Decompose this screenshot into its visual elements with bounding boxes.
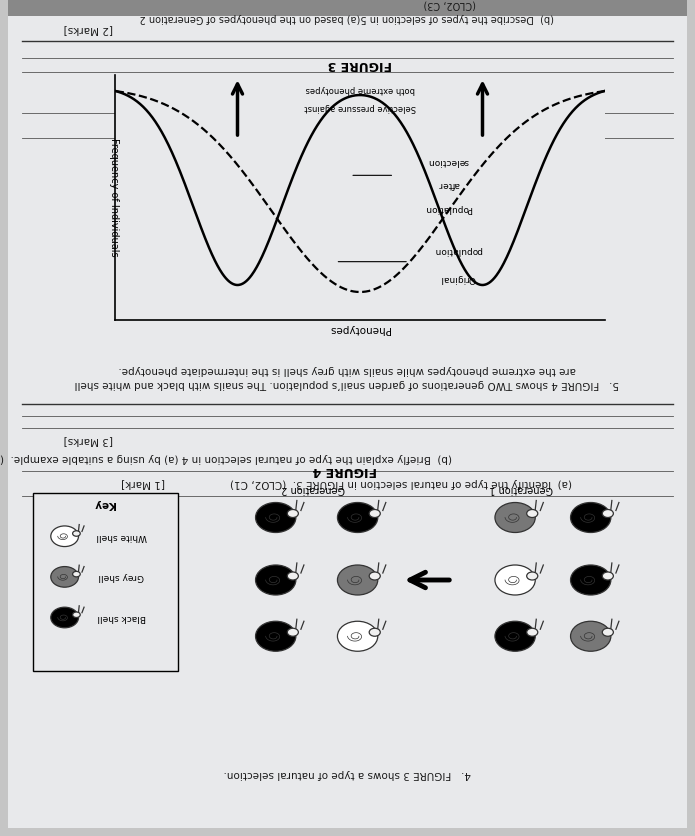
Ellipse shape [369, 628, 380, 636]
Ellipse shape [287, 509, 298, 517]
Text: (b)  Briefly explain the type of natural selection in 4 (a) by using a suitable : (b) Briefly explain the type of natural … [0, 453, 452, 463]
Ellipse shape [256, 565, 296, 595]
Ellipse shape [287, 628, 298, 636]
X-axis label: Phenotypes: Phenotypes [329, 324, 391, 334]
Title: FIGURE 4: FIGURE 4 [313, 465, 377, 477]
Text: Selective pressure against: Selective pressure against [304, 103, 416, 112]
Ellipse shape [256, 502, 296, 533]
Ellipse shape [603, 509, 614, 517]
Text: population: population [434, 246, 482, 254]
Text: Population: Population [425, 203, 472, 212]
Ellipse shape [571, 565, 611, 595]
Text: (b)  Describe the types of selection in 5(a) based on the phenotypes of Generati: (b) Describe the types of selection in 5… [126, 95, 568, 105]
Text: 5.   FIGURE 4 shows TWO generations of garden snail’s population. The snails wit: 5. FIGURE 4 shows TWO generations of gar… [75, 379, 619, 389]
Text: Key: Key [93, 499, 115, 509]
Ellipse shape [571, 621, 611, 651]
Bar [8, 0, 687, 16]
Text: (b)  Describe the types of selection in 5(a) based on the phenotypes of Generati: (b) Describe the types of selection in 5… [140, 13, 554, 23]
Ellipse shape [338, 621, 378, 651]
Ellipse shape [527, 628, 538, 636]
Ellipse shape [338, 502, 378, 533]
Ellipse shape [287, 572, 298, 580]
Ellipse shape [527, 572, 538, 580]
Ellipse shape [495, 502, 535, 533]
Ellipse shape [51, 567, 79, 587]
Ellipse shape [495, 565, 535, 595]
Ellipse shape [369, 509, 380, 517]
Ellipse shape [256, 621, 296, 651]
Text: Grey shell: Grey shell [99, 573, 144, 581]
Ellipse shape [51, 526, 79, 547]
Text: Original: Original [440, 273, 476, 283]
Ellipse shape [603, 628, 614, 636]
Text: selection: selection [427, 157, 468, 166]
Text: both extreme phenotypes: both extreme phenotypes [305, 84, 415, 94]
Text: (CLO2, C3)                                                                      : (CLO2, C3) [167, 80, 527, 90]
Bar [33, 492, 178, 670]
Text: Generation 1: Generation 1 [489, 484, 553, 494]
Text: after: after [437, 181, 459, 189]
Text: (a)  State the type of natural selection shown in FIGURE 4.  (CLO2, C2)         : (a) State the type of natural selection … [117, 121, 577, 131]
Ellipse shape [369, 572, 380, 580]
Text: Generation 2: Generation 2 [281, 484, 345, 494]
Y-axis label: Frequency of Individuals: Frequency of Individuals [109, 138, 120, 257]
Text: Black shell: Black shell [97, 613, 146, 622]
Ellipse shape [527, 509, 538, 517]
Ellipse shape [72, 571, 80, 577]
Text: [3 Marks]: [3 Marks] [63, 436, 113, 446]
Ellipse shape [338, 565, 378, 595]
Ellipse shape [603, 572, 614, 580]
Ellipse shape [72, 612, 80, 618]
Text: (a)  Identify the type of natural selection in FIGURE 3.  (CLO2, C1)            : (a) Identify the type of natural selecti… [122, 478, 573, 488]
Ellipse shape [571, 502, 611, 533]
Text: 4.   FIGURE 3 shows a type of natural selection.: 4. FIGURE 3 shows a type of natural sele… [223, 769, 471, 779]
Text: [2 Marks]: [2 Marks] [63, 25, 113, 35]
Text: are the extreme phenotypes while snails with grey shell is the intermediate phen: are the extreme phenotypes while snails … [118, 365, 576, 375]
Ellipse shape [495, 621, 535, 651]
Text: (CLO2, C3): (CLO2, C3) [424, 0, 476, 10]
Ellipse shape [72, 531, 80, 536]
Title: FIGURE 3: FIGURE 3 [328, 58, 392, 71]
Ellipse shape [51, 607, 79, 628]
Text: White shell: White shell [96, 532, 147, 541]
